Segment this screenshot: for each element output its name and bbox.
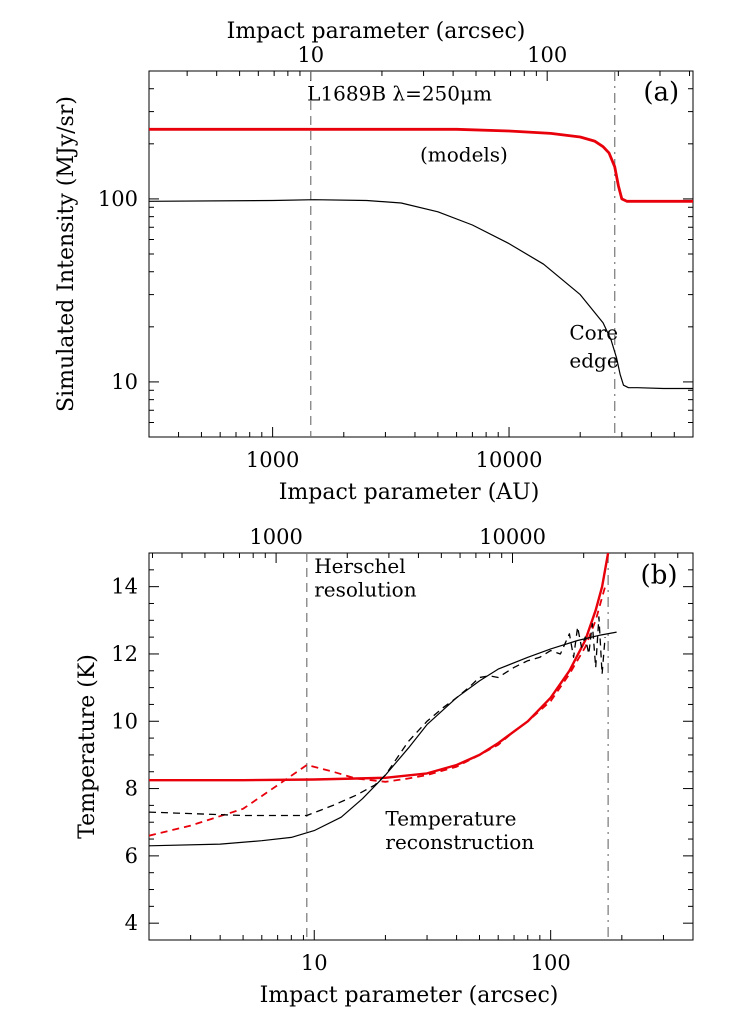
series-line-2 [149,586,606,837]
plot-frame [148,70,694,438]
x-axis-title: Impact parameter (arcsec) [260,983,559,1008]
panel-label: (b) [641,560,678,590]
annotation: edge [569,348,618,372]
panel-a: 1000 10000 10 100 10 100 Impact parameter (AU)… [54,19,694,505]
y-tick-label: 10 [111,709,138,733]
x-axis-title: Impact parameter (AU) [279,480,540,505]
y-tick-label: 4 [125,911,138,935]
y-tick-label: 6 [125,844,138,868]
series-line-1 [149,553,610,782]
y-axis-title: Simulated Intensity (MJy/sr) [54,96,79,412]
series-line-3 [149,631,617,847]
annotation: resolution [314,578,416,602]
plot-frame [148,552,694,941]
panel-b: 10 100 1000 10000 4 6 8 10 12 14 Impact parameter … [75,525,694,1008]
x2-tick-label: 10000 [479,525,546,549]
annotation: Core [569,321,618,345]
panel-label: (a) [643,77,679,107]
y-tick-label: 12 [111,642,138,666]
x2-tick-label: 10 [297,43,324,67]
y-tick-label: 14 [111,575,138,599]
x2-tick-label: 100 [527,43,567,67]
annotation: Temperature [385,807,516,831]
y-tick-label: 100 [98,187,138,211]
annotation: reconstruction [385,830,534,854]
x-tick-label: 100 [531,951,571,975]
series-line-1 [149,127,693,203]
y-axis-title: Temperature (K) [75,654,100,839]
annotation: (models) [420,143,508,167]
x-tick-label: 10 [301,951,328,975]
annotation: L1689B λ=250μm [307,81,492,105]
series-line-4 [149,616,606,817]
annotation: Herschel [314,554,405,578]
x2-tick-label: 1000 [249,525,302,549]
y-tick-label: 8 [125,777,138,801]
x2-axis-title: Impact parameter (arcsec) [227,19,526,44]
x-tick-label: 10000 [476,448,543,472]
series-line-2 [149,199,693,390]
x-tick-label: 1000 [246,448,299,472]
y-tick-label: 10 [111,370,138,394]
